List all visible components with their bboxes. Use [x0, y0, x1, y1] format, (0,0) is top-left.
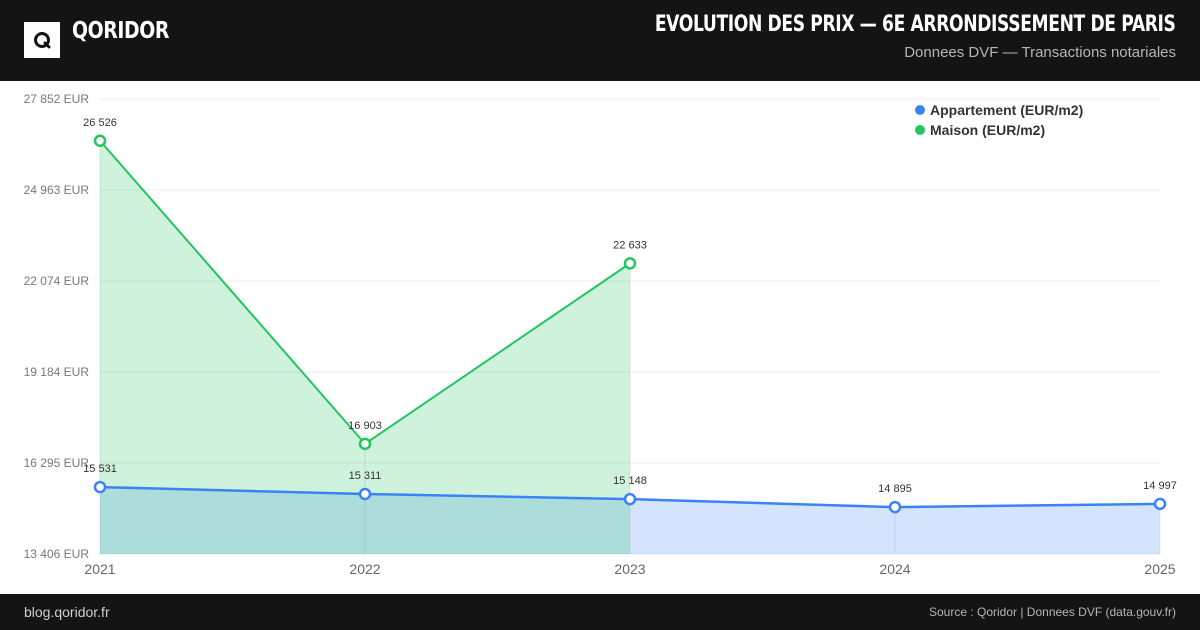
data-point-appartement — [888, 500, 902, 514]
q-logo-icon — [34, 32, 51, 49]
data-point-appartement — [623, 492, 637, 506]
x-tick-label: 2025 — [1144, 561, 1175, 577]
brand-logo[interactable] — [24, 22, 60, 58]
x-tick-label: 2023 — [614, 561, 645, 577]
series-area-maison — [100, 140, 630, 554]
y-tick-label: 27 852 EUR — [24, 92, 90, 106]
chart-subtitle: Donnees DVF — Transactions notariales — [904, 44, 1176, 61]
x-tick-label: 2022 — [349, 561, 380, 577]
data-label-appartement: 15 311 — [349, 470, 382, 482]
data-point-maison — [358, 437, 372, 451]
data-point-appartement — [358, 487, 372, 501]
legend-dot-appartement-icon — [915, 105, 925, 115]
chart-legend: Appartement (EUR/m2) Maison (EUR/m2) — [915, 100, 1083, 140]
data-label-maison: 16 903 — [348, 420, 382, 432]
x-tick-label: 2024 — [879, 561, 910, 577]
price-line-chart: 13 406 EUR 16 295 EUR 19 184 EUR 22 074 EUR… — [24, 92, 1177, 577]
data-label-appartement: 15 531 — [83, 463, 117, 475]
data-label-maison: 26 526 — [83, 117, 117, 129]
data-label-appartement: 14 895 — [878, 483, 912, 495]
chart-title: EVOLUTION DES PRIX — 6E ARRONDISSEMENT D… — [655, 12, 1176, 37]
data-point-appartement — [1153, 497, 1167, 511]
data-point-appartement — [93, 480, 107, 494]
legend-item-appartement: Appartement (EUR/m2) — [915, 100, 1083, 120]
legend-dot-maison-icon — [915, 125, 925, 135]
data-label-appartement: 14 997 — [1143, 480, 1177, 492]
legend-label-appartement: Appartement (EUR/m2) — [930, 102, 1084, 118]
data-label-maison: 22 633 — [613, 239, 647, 251]
y-tick-label: 24 963 EUR — [24, 183, 90, 197]
x-tick-label: 2021 — [84, 561, 115, 577]
legend-label-maison: Maison (EUR/m2) — [930, 122, 1046, 138]
source-credit: Source : Qoridor | Donnees DVF (data.gou… — [928, 605, 1176, 619]
blog-link[interactable]: blog.qoridor.fr — [24, 604, 110, 620]
footer-bar: blog.qoridor.fr Source : Qoridor | Donne… — [0, 594, 1200, 630]
brand-name[interactable]: QORIDOR — [72, 18, 169, 44]
y-tick-label: 19 184 EUR — [24, 365, 90, 379]
data-point-maison — [93, 134, 107, 148]
header-bar: QORIDOR EVOLUTION DES PRIX — 6E ARRONDIS… — [0, 0, 1200, 81]
data-label-appartement: 15 148 — [613, 475, 647, 487]
y-tick-label: 13 406 EUR — [24, 547, 90, 561]
y-tick-label: 16 295 EUR — [24, 456, 90, 470]
data-point-maison — [623, 257, 637, 270]
series-area-appartement — [100, 487, 1160, 554]
legend-item-maison: Maison (EUR/m2) — [915, 120, 1083, 140]
y-tick-label: 22 074 EUR — [24, 274, 90, 288]
